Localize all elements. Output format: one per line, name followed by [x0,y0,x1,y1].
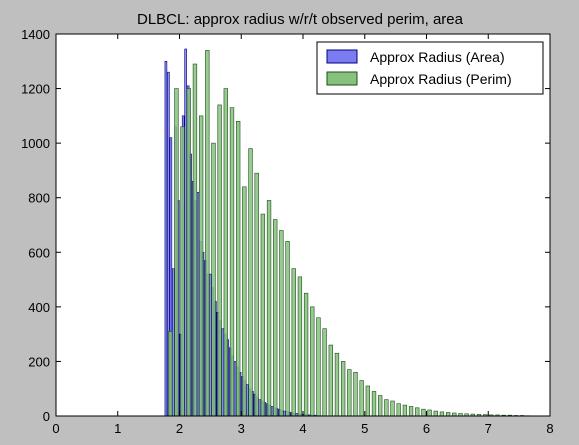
x-tick-label: 6 [423,421,430,436]
perim-bar [242,186,247,417]
legend-label-area: Approx Radius (Area) [370,49,505,65]
perim-bar [236,121,241,417]
perim-bar [279,230,284,417]
perim-bar [359,380,364,417]
perim-bar [168,331,173,417]
perim-bar [384,399,389,417]
perim-bar [402,404,408,417]
legend: Approx Radius (Area) Approx Radius (Peri… [316,41,544,95]
perim-bar [316,317,321,417]
perim-bar [266,200,272,417]
x-tick-label: 5 [361,421,368,436]
y-tick-label: 200 [28,354,50,369]
perim-bar [211,142,216,417]
perim-bar [254,172,259,417]
y-tick-label: 1200 [21,82,50,97]
perim-bar [297,276,303,417]
perim-bar [371,391,377,417]
perim-bar [415,407,420,417]
perim-bar [260,213,266,417]
perim-bar [365,385,370,417]
x-tick-label: 7 [485,421,492,436]
perim-bar [310,306,315,417]
perim-bar [180,126,185,417]
perim-bar [328,344,333,417]
perim-bar [353,372,358,417]
perim-bar [192,63,198,417]
perim-bar [303,292,309,417]
legend-swatch-perim [326,71,358,86]
perim-bar [433,410,438,417]
x-tick-label: 2 [176,421,183,436]
perim-bar [408,406,414,417]
y-tick-label: 0 [43,409,50,424]
area-bar [270,406,274,417]
x-tick-label: 4 [299,421,306,436]
y-tick-label: 1400 [21,27,50,42]
perim-bar [229,107,235,417]
x-tick-label: 0 [52,421,59,436]
area-bar [209,273,212,417]
perim-bar [217,104,222,417]
perim-bar [390,400,395,417]
plot-area [56,34,550,416]
perim-bar [421,408,426,417]
perim-bar [198,115,204,417]
area-bar [172,268,175,417]
chart-title: DLBCL: approx radius w/r/t observed peri… [137,11,464,28]
perim-bar [347,369,352,417]
y-tick-label: 1000 [21,136,50,151]
y-axis-ticks: 0 200 400 600 800 1000 1200 1400 [21,27,550,424]
perim-bar [396,403,401,417]
area-bar [184,48,187,417]
perim-bar [285,241,290,417]
perim-bar [427,409,432,417]
perim-bar [273,219,278,417]
y-tick-label: 600 [28,245,50,260]
perim-bar [248,148,253,417]
perim-bar [205,50,210,417]
perim-bar [439,411,445,417]
area-bar [164,60,168,417]
x-axis-ticks: 0 1 2 3 4 5 6 7 8 [52,34,554,436]
perim-bar [291,268,296,417]
legend-label-perim: Approx Radius (Perim) [370,71,512,87]
perim-bar [174,88,179,417]
perim-bar [378,395,383,417]
area-bar [246,384,249,417]
perim-bar [322,328,327,417]
perim-bar [223,88,228,417]
perim-bar [334,352,340,417]
legend-swatch-area [326,49,358,64]
x-tick-label: 8 [546,421,553,436]
x-tick-label: 3 [238,421,245,436]
area-bar [283,410,286,417]
perim-bar [445,412,451,417]
area-bar [196,191,200,417]
area-bar [233,361,237,417]
perim-bar [186,88,191,417]
area-bar [258,399,262,417]
area-bar [221,328,225,417]
y-tick-label: 800 [28,191,50,206]
perim-bar [340,361,346,417]
x-tick-label: 1 [114,421,121,436]
y-tick-label: 400 [28,300,50,315]
